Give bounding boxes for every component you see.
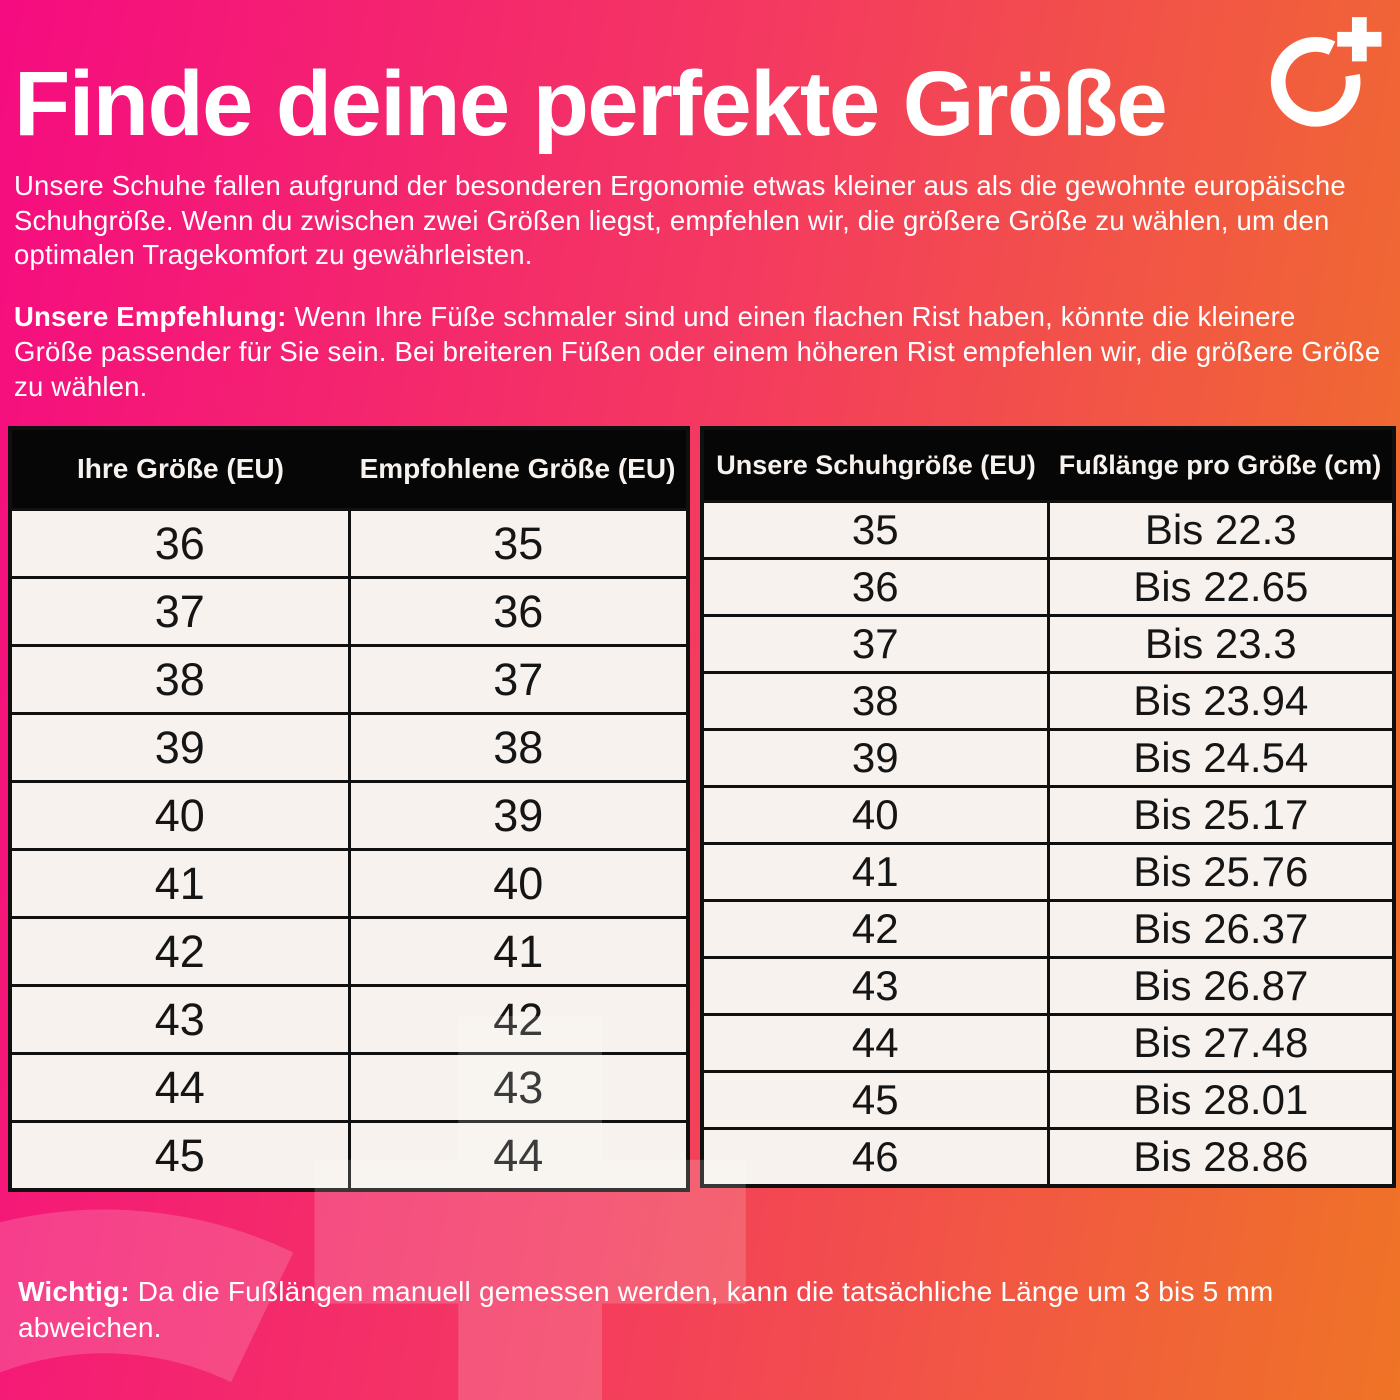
table-row: 39 Bis 24.54 [700, 728, 1396, 789]
table-cell: 43 [347, 1052, 690, 1124]
column-header: Unsere Schuhgröße (EU) [702, 428, 1048, 502]
table-row: 36 35 [8, 508, 690, 580]
table-cell: Bis 26.87 [1046, 956, 1396, 1017]
table-row: 36 Bis 22.65 [700, 557, 1396, 618]
table-cell: Bis 25.76 [1046, 842, 1396, 903]
table-row: 41 40 [8, 848, 690, 920]
table-cell: 38 [8, 644, 351, 716]
page-title: Finde deine perfekte Größe [14, 53, 1168, 155]
table-cell: 36 [8, 508, 351, 580]
table-row: 41 Bis 25.76 [700, 842, 1396, 903]
tables-section: Ihre Größe (EU) Empfohlene Größe (EU) 36 3… [8, 426, 1396, 1193]
table-cell: 35 [700, 500, 1050, 561]
table-cell: Bis 25.17 [1046, 785, 1396, 846]
table-cell: 35 [347, 508, 690, 580]
table-cell: 37 [700, 614, 1050, 675]
table-cell: 44 [8, 1052, 351, 1124]
table-row: 40 Bis 25.17 [700, 785, 1396, 846]
table-cell: 41 [700, 842, 1050, 903]
table-cell: Bis 22.3 [1046, 500, 1396, 561]
table-cell: 43 [8, 984, 351, 1056]
table-cell: 40 [8, 780, 351, 852]
column-header: Fußlänge pro Größe (cm) [1048, 428, 1394, 502]
recommendation-text: Wenn Ihre Füße schmaler sind und einen f… [14, 301, 1381, 403]
table-row: 37 36 [8, 576, 690, 648]
table-cell: 44 [700, 1013, 1050, 1074]
recommendation-paragraph: Unsere Empfehlung: Wenn Ihre Füße schmal… [14, 300, 1382, 405]
table-cell: 39 [347, 780, 690, 852]
foot-length-table-wrap: Unsere Schuhgröße (EU) Fußlänge pro Größe… [700, 426, 1396, 1189]
table-cell: 37 [347, 644, 690, 716]
table-cell: Bis 23.94 [1046, 671, 1396, 732]
size-recommendation-table-wrap: Ihre Größe (EU) Empfohlene Größe (EU) 36 3… [8, 426, 690, 1193]
table-cell: 42 [347, 984, 690, 1056]
table-cell: Bis 28.86 [1046, 1127, 1396, 1188]
table-cell: 38 [347, 712, 690, 784]
table-cell: 46 [700, 1127, 1050, 1188]
table-row: 43 Bis 26.87 [700, 956, 1396, 1017]
table-row: 35 Bis 22.3 [700, 500, 1396, 561]
table-row: 38 37 [8, 644, 690, 716]
table-cell: Bis 27.48 [1046, 1013, 1396, 1074]
footer-note: Wichtig: Da die Fußlängen manuell gemess… [18, 1274, 1360, 1346]
size-recommendation-table: Ihre Größe (EU) Empfohlene Größe (EU) 36 3… [8, 426, 690, 1193]
table-row: 39 38 [8, 712, 690, 784]
table-row: 40 39 [8, 780, 690, 852]
table-cell: 42 [700, 899, 1050, 960]
table-cell: 45 [700, 1070, 1050, 1131]
table-cell: Bis 24.54 [1046, 728, 1396, 789]
table-row: 43 42 [8, 984, 690, 1056]
table-cell: 41 [347, 916, 690, 988]
recommendation-label: Unsere Empfehlung: [14, 301, 287, 333]
table-cell: 40 [700, 785, 1050, 846]
table-cell: 37 [8, 576, 351, 648]
table-cell: 36 [347, 576, 690, 648]
table-cell: 45 [8, 1120, 351, 1192]
table-cell: 39 [8, 712, 351, 784]
table-row: 44 Bis 27.48 [700, 1013, 1396, 1074]
table-cell: 39 [700, 728, 1050, 789]
table-row: 45 44 [8, 1120, 690, 1192]
table-cell: Bis 23.3 [1046, 614, 1396, 675]
table-cell: 42 [8, 916, 351, 988]
table-row: 37 Bis 23.3 [700, 614, 1396, 675]
table-cell: 41 [8, 848, 351, 920]
intro-paragraph: Unsere Schuhe fallen aufgrund der besond… [14, 169, 1346, 271]
table-cell: Bis 22.65 [1046, 557, 1396, 618]
table-cell: 43 [700, 956, 1050, 1017]
table-cell: Bis 28.01 [1046, 1070, 1396, 1131]
column-header: Ihre Größe (EU) [10, 428, 349, 510]
footer-note-text: Da die Fußlängen manuell gemessen werden… [18, 1276, 1274, 1343]
foot-length-table: Unsere Schuhgröße (EU) Fußlänge pro Größe… [700, 426, 1396, 1189]
table-row: 45 Bis 28.01 [700, 1070, 1396, 1131]
table-row: 44 43 [8, 1052, 690, 1124]
table-cell: 36 [700, 557, 1050, 618]
table-cell: Bis 26.37 [1046, 899, 1396, 960]
o-plus-logo-icon [1270, 17, 1382, 127]
table-row: 42 41 [8, 916, 690, 988]
column-header: Empfohlene Größe (EU) [349, 428, 688, 510]
table-cell: 38 [700, 671, 1050, 732]
table-cell: 40 [347, 848, 690, 920]
table-row: 42 Bis 26.37 [700, 899, 1396, 960]
footer-note-label: Wichtig: [18, 1276, 130, 1308]
table-cell: 44 [347, 1120, 690, 1192]
header-row: Ihre Größe (EU) Empfohlene Größe (EU) [10, 428, 688, 510]
header-row: Unsere Schuhgröße (EU) Fußlänge pro Größe… [702, 428, 1394, 502]
table-row: 38 Bis 23.94 [700, 671, 1396, 732]
table-row: 46 Bis 28.86 [700, 1127, 1396, 1188]
